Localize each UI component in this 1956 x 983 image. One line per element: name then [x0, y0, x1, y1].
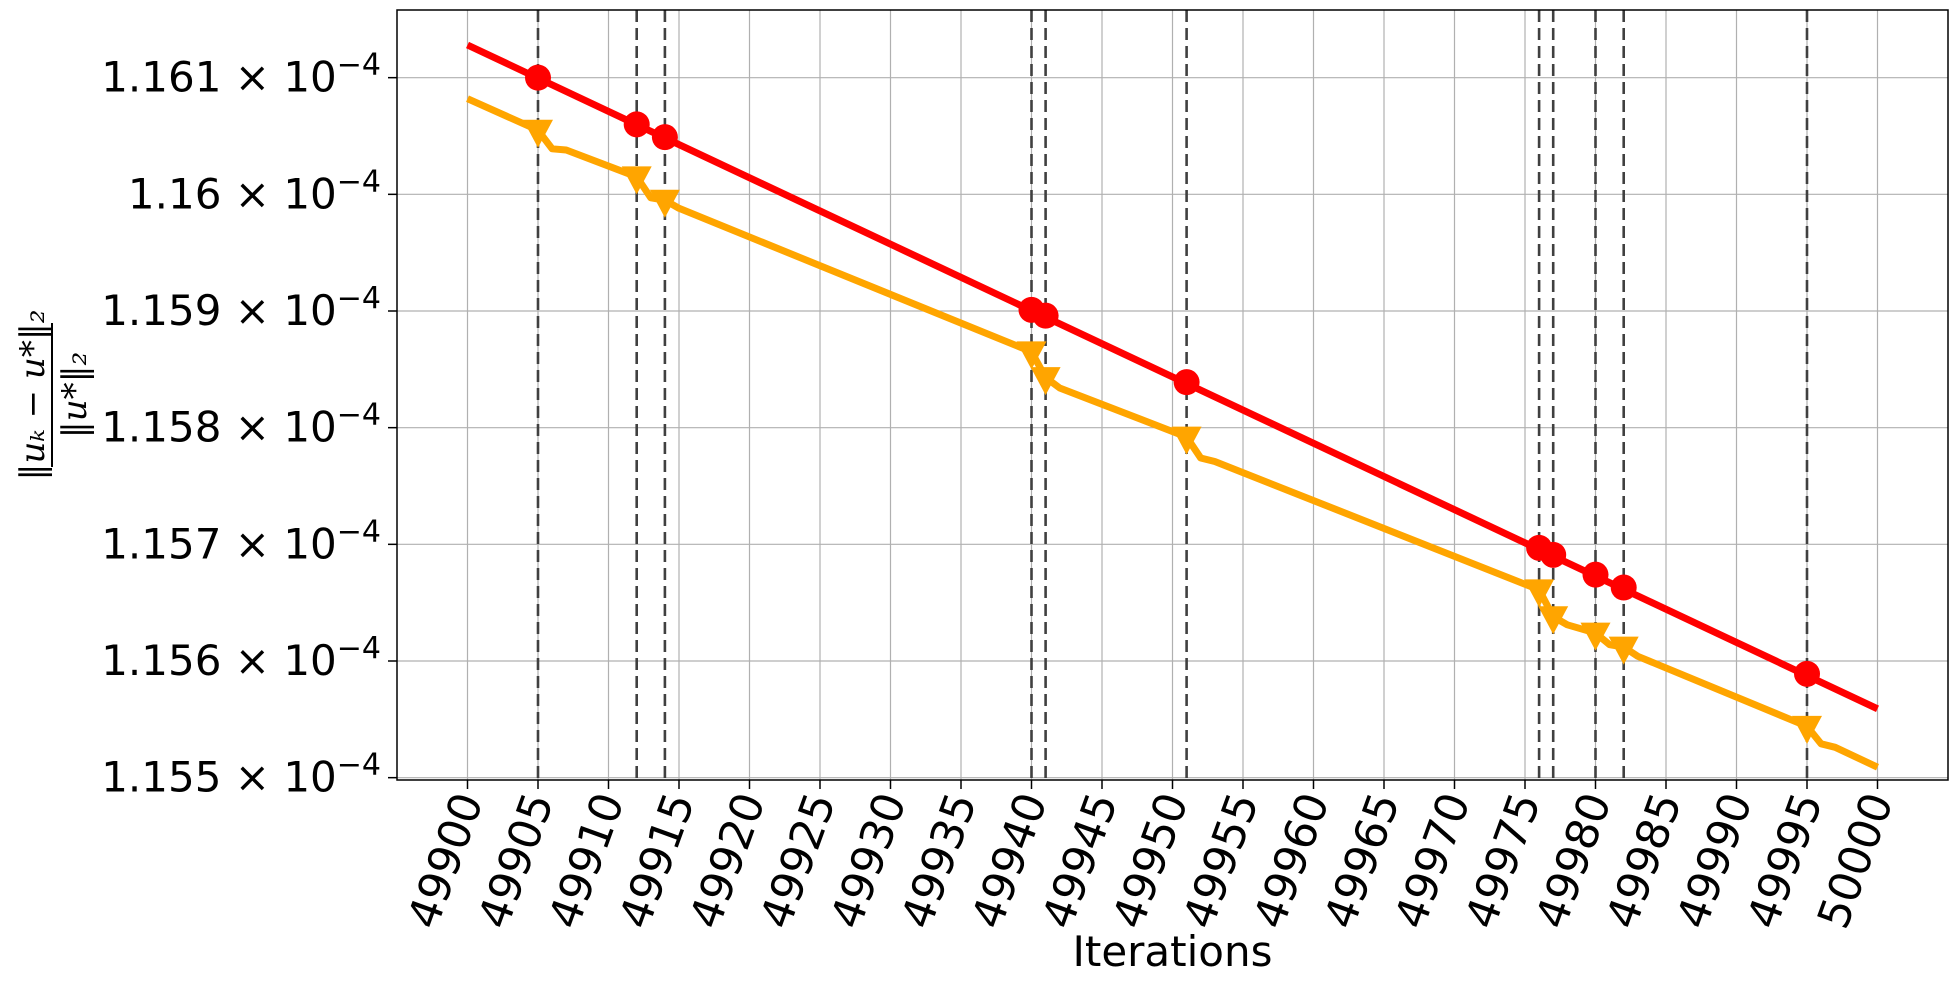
series-marker-2 [1538, 606, 1569, 635]
series-marker-1 [1540, 541, 1567, 568]
series-marker-1 [1794, 660, 1820, 687]
y-tick-label: 1.155 × 10−4 [101, 748, 381, 802]
series-marker-1 [651, 124, 678, 151]
y-axis-label: ‖uₖ − u*‖₂ ‖u*‖₂ [13, 310, 95, 481]
series-marker-2 [1171, 426, 1202, 455]
series-line-1 [466, 41, 1879, 712]
y-tick-label: 1.159 × 10−4 [101, 281, 381, 335]
series-marker-2 [523, 119, 553, 148]
x-axis-ticks: 4990049905499104991549920499254993049935… [398, 780, 1904, 935]
series-marker-2 [1016, 341, 1047, 370]
y-axis-label-denominator: ‖u*‖₂ [55, 352, 95, 439]
y-tick-label: 1.161 × 10−4 [101, 48, 381, 102]
series-marker-2 [1608, 636, 1639, 665]
series-marker-2 [621, 166, 652, 195]
series-marker-1 [1173, 369, 1200, 396]
y-axis-label-numerator: ‖uₖ − u*‖₂ [13, 310, 53, 481]
series-marker-2 [649, 189, 680, 218]
series-markers [523, 64, 1822, 744]
y-tick-label: 1.157 × 10−4 [101, 514, 381, 568]
series-marker-2 [1524, 579, 1555, 608]
y-axis-ticks: 1.155 × 10−4 1.156 × 10−4 1.157 × 10−4 1.15… [101, 48, 397, 802]
series-marker-1 [1610, 574, 1637, 601]
series-marker-1 [1582, 561, 1609, 588]
y-tick-label: 1.156 × 10−4 [101, 631, 381, 685]
x-axis-label: Iterations [1072, 927, 1272, 976]
series-marker-1 [1032, 302, 1059, 329]
series-marker-1 [525, 64, 551, 91]
y-tick-label: 1.158 × 10−4 [101, 398, 381, 452]
y-tick-label: 1.16 × 10−4 [128, 164, 381, 218]
series-marker-2 [1792, 715, 1822, 744]
series-marker-2 [1030, 367, 1061, 396]
series-marker-1 [623, 111, 650, 138]
series-marker-2 [1580, 622, 1611, 651]
